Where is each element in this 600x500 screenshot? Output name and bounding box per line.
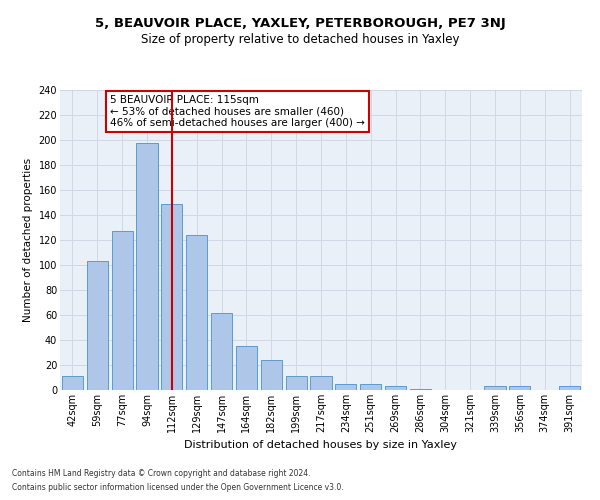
- Bar: [335, 384, 356, 390]
- Bar: [385, 386, 406, 390]
- Text: 5 BEAUVOIR PLACE: 115sqm
← 53% of detached houses are smaller (460)
46% of semi-: 5 BEAUVOIR PLACE: 115sqm ← 53% of detach…: [110, 95, 365, 128]
- Bar: [360, 384, 381, 390]
- Text: Size of property relative to detached houses in Yaxley: Size of property relative to detached ho…: [141, 32, 459, 46]
- Bar: [211, 312, 232, 390]
- Bar: [559, 386, 580, 390]
- Bar: [161, 204, 182, 390]
- Bar: [62, 376, 83, 390]
- Text: 5, BEAUVOIR PLACE, YAXLEY, PETERBOROUGH, PE7 3NJ: 5, BEAUVOIR PLACE, YAXLEY, PETERBOROUGH,…: [95, 18, 505, 30]
- Bar: [310, 376, 332, 390]
- Bar: [112, 231, 133, 390]
- Bar: [484, 386, 506, 390]
- Text: Contains HM Land Registry data © Crown copyright and database right 2024.: Contains HM Land Registry data © Crown c…: [12, 468, 311, 477]
- Bar: [186, 235, 207, 390]
- Bar: [261, 360, 282, 390]
- Bar: [87, 261, 108, 390]
- Bar: [509, 386, 530, 390]
- Bar: [136, 142, 158, 390]
- Y-axis label: Number of detached properties: Number of detached properties: [23, 158, 33, 322]
- Text: Contains public sector information licensed under the Open Government Licence v3: Contains public sector information licen…: [12, 484, 344, 492]
- Bar: [410, 389, 431, 390]
- X-axis label: Distribution of detached houses by size in Yaxley: Distribution of detached houses by size …: [185, 440, 458, 450]
- Bar: [286, 376, 307, 390]
- Bar: [236, 346, 257, 390]
